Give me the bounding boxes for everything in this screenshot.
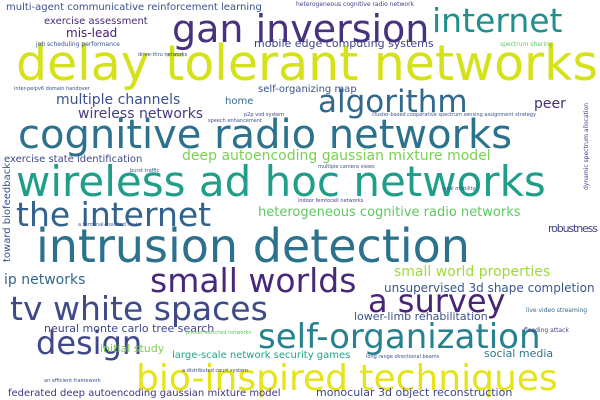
word: cognitive radio networks bbox=[18, 112, 512, 158]
word: large-scale network security games bbox=[172, 350, 350, 361]
word: internet bbox=[432, 1, 563, 40]
word: live video streaming bbox=[526, 307, 587, 314]
word: self-organizing map bbox=[258, 84, 357, 95]
word: burst traffic bbox=[130, 168, 159, 174]
word: multiple channels bbox=[56, 92, 180, 108]
word: intrusion detection bbox=[36, 219, 470, 273]
word: small worlds bbox=[150, 261, 356, 300]
word: robustness bbox=[548, 222, 598, 235]
word: cluster-based cooperative spectrum sensi… bbox=[372, 112, 536, 118]
word: social media bbox=[484, 347, 553, 360]
word: ip networks bbox=[4, 272, 85, 288]
word: federated deep autoencoding gaussian mix… bbox=[8, 388, 281, 399]
word: lower-limb rehabilitation bbox=[354, 310, 488, 323]
word: small world properties bbox=[394, 264, 550, 280]
word: drive-thru networks bbox=[138, 52, 188, 58]
word: initial study bbox=[100, 342, 165, 355]
word: design bbox=[36, 324, 142, 362]
word: mobile edge computing systems bbox=[254, 37, 434, 50]
word: gan inversion bbox=[172, 7, 429, 51]
word: heterogeneous cognitive radio network bbox=[296, 1, 415, 8]
word: a survey bbox=[368, 282, 505, 320]
word: spectrum sharing bbox=[500, 41, 553, 48]
word: speech enhancement bbox=[208, 118, 262, 124]
word: toward biofeedback bbox=[2, 163, 13, 262]
word: monocular 3d object reconstruction bbox=[316, 386, 512, 399]
word: p2p vod system bbox=[244, 112, 284, 118]
word: the internet bbox=[16, 195, 211, 234]
word: wireless ad hoc networks bbox=[16, 157, 546, 206]
word: peer bbox=[534, 96, 566, 112]
word: mis-lead bbox=[66, 26, 117, 40]
word: bio-inspired techniques bbox=[136, 358, 558, 399]
word: deep autoencoding gaussian mixture model bbox=[182, 148, 491, 164]
word: an efficient framework bbox=[44, 378, 101, 384]
word: algorithm bbox=[318, 84, 468, 120]
word: home bbox=[225, 96, 253, 107]
word: dynamic spectrum allocation bbox=[583, 103, 590, 190]
word: tv white spaces bbox=[10, 289, 268, 328]
word: unsupervised 3d shape completion bbox=[384, 281, 595, 295]
word: flooding attack bbox=[524, 327, 569, 334]
word: long range directional beams bbox=[366, 354, 440, 360]
word: a terminal-assisted route bbox=[78, 222, 141, 228]
word: pocket switched networks bbox=[186, 330, 251, 336]
word: inter-peipv6 domain handover bbox=[14, 86, 91, 92]
word: wireless networks bbox=[78, 106, 203, 122]
word: heterogeneous cognitive radio networks bbox=[258, 205, 521, 220]
word: exercise state identification bbox=[4, 154, 142, 165]
word: job scheduling performance bbox=[35, 41, 120, 48]
word: delay tolerant networks bbox=[16, 35, 598, 92]
word: exercise assessment bbox=[44, 16, 148, 27]
word: multiple camera views bbox=[318, 164, 375, 170]
word: local mobility bbox=[442, 186, 475, 192]
word: a distributed court system bbox=[182, 368, 248, 374]
word: multi-agent communicative reinforcement … bbox=[6, 2, 262, 13]
word: self-organization bbox=[258, 317, 541, 357]
word: neural monte carlo tree search bbox=[44, 322, 214, 335]
word: indoor femtocell networks bbox=[298, 198, 364, 204]
